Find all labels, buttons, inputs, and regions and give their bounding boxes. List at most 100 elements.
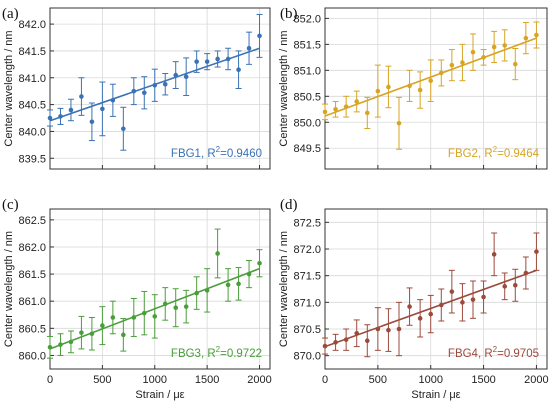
- y-tick-label: 872.0: [293, 244, 321, 256]
- data-point: [47, 115, 53, 121]
- chart-panel-4: 870.0 870.5 871.0 871.5 872.0 872.5 0 500 1000 15…: [278, 197, 549, 401]
- data-point: [110, 315, 116, 320]
- data-point: [100, 323, 105, 328]
- y-tick-label: 862.5: [18, 215, 46, 227]
- panel-label: (d): [280, 197, 298, 213]
- data-point: [152, 82, 158, 88]
- y-axis-title: Center wavelength / nm: [278, 30, 290, 146]
- data-point: [417, 316, 423, 321]
- y-axis-title: Center wavelength / nm: [3, 231, 15, 347]
- x-tick-label: 500: [93, 374, 111, 386]
- data-point: [152, 314, 158, 319]
- y-axis-title: Center wavelength / nm: [3, 30, 15, 146]
- data-point: [364, 338, 370, 344]
- x-tick-label: 1500: [471, 374, 495, 386]
- data-point: [470, 49, 476, 55]
- data-point: [333, 340, 338, 345]
- data-point: [407, 83, 412, 89]
- y-tick-label: 870.0: [293, 351, 321, 363]
- y-tick-label: 870.5: [293, 324, 321, 336]
- y-tick-label: 841.0: [18, 73, 46, 85]
- data-point: [204, 288, 210, 293]
- data-point: [173, 72, 179, 78]
- data-point: [173, 305, 179, 311]
- data-point: [333, 106, 338, 112]
- data-point: [512, 282, 518, 288]
- data-point: [491, 44, 497, 50]
- data-point: [407, 304, 412, 309]
- data-point: [236, 281, 241, 287]
- data-point: [58, 114, 63, 119]
- data-point: [68, 107, 74, 113]
- panel-label: (b): [280, 6, 298, 22]
- data-point: [428, 78, 434, 84]
- data-point: [364, 110, 370, 116]
- x-axis-title: Strain / με: [411, 389, 460, 401]
- fit-annotation: FBG4, R2=0.9705: [448, 345, 539, 360]
- x-tick-label: 1000: [143, 374, 167, 386]
- y-tick-label: 850.5: [293, 91, 321, 103]
- data-point: [523, 270, 529, 276]
- data-point: [386, 327, 391, 333]
- y-axis-title: Center wavelength / nm: [278, 231, 290, 347]
- y-tick-label: 842.0: [18, 19, 46, 31]
- data-point: [481, 55, 486, 60]
- data-point: [257, 260, 262, 266]
- data-point: [162, 81, 168, 87]
- y-tick-label: 871.5: [293, 271, 321, 283]
- data-point: [396, 326, 402, 332]
- data-point: [386, 84, 391, 90]
- chart-panel-3: 860.0 860.5 861.0 861.5 862.0 862.5 0 500 1000 15…: [2, 197, 272, 401]
- data-point: [354, 99, 360, 104]
- data-point: [375, 326, 381, 332]
- data-point: [89, 331, 95, 337]
- data-point: [246, 271, 252, 277]
- data-point: [534, 249, 539, 254]
- y-tick-label: 850.0: [293, 117, 321, 129]
- data-point: [183, 304, 189, 309]
- data-point: [194, 290, 199, 296]
- fit-annotation: FBG3, R2=0.9722: [171, 345, 262, 360]
- data-point: [79, 330, 84, 335]
- data-point: [375, 88, 381, 94]
- axes-frame: [49, 7, 271, 170]
- data-point: [121, 126, 126, 132]
- data-point: [194, 59, 199, 64]
- panel-label: (c): [2, 197, 19, 213]
- x-tick-label: 0: [47, 374, 53, 386]
- data-point: [68, 339, 74, 345]
- data-point: [58, 342, 63, 347]
- plot-area: [325, 209, 547, 369]
- data-point: [512, 61, 518, 67]
- y-tick-label: 839.5: [18, 153, 46, 165]
- fit-annotation: FBG2, R2=0.9464: [448, 145, 540, 160]
- y-tick-label: 849.5: [293, 143, 321, 155]
- y-tick-label: 841.5: [18, 46, 46, 58]
- data-point: [89, 119, 95, 125]
- data-point: [162, 301, 168, 307]
- y-tick-label: 840.0: [18, 126, 46, 138]
- axes-frame: [49, 208, 271, 370]
- data-point: [438, 302, 444, 308]
- data-point: [354, 330, 360, 336]
- data-point: [460, 300, 465, 305]
- data-point: [502, 43, 508, 48]
- data-point: [141, 310, 147, 316]
- axes-frame: [324, 208, 548, 370]
- fit-annotation: FBG1, R2=0.9460: [171, 145, 262, 160]
- data-point: [534, 32, 539, 38]
- data-point: [204, 59, 210, 64]
- data-point: [257, 33, 262, 39]
- y-tick-label: 851.5: [293, 39, 321, 51]
- data-point: [79, 94, 84, 99]
- x-tick-label: 1500: [195, 374, 219, 386]
- data-point: [215, 251, 220, 256]
- data-point: [131, 88, 137, 94]
- axes-frame: [324, 7, 548, 170]
- x-tick-label: 1000: [418, 374, 442, 386]
- data-point: [215, 56, 220, 62]
- data-point: [141, 90, 147, 96]
